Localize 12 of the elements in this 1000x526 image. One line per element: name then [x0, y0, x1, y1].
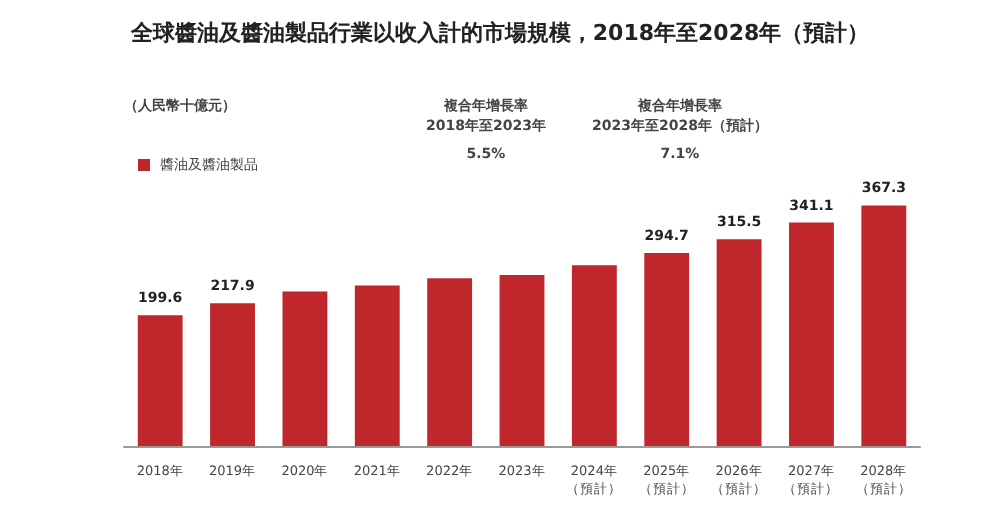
bar: [499, 275, 545, 446]
bar: [427, 278, 473, 446]
bar: [716, 239, 762, 446]
chart-title: 全球醬油及醬油製品行業以收入計的市場規模，2018年至2028年（預計）: [128, 20, 870, 46]
bar: [861, 205, 907, 446]
bar: [789, 222, 834, 446]
bar: [644, 252, 690, 446]
bar: [282, 291, 328, 446]
bar: [137, 315, 183, 446]
bar: [354, 285, 400, 446]
bar: [210, 303, 255, 446]
bar: [571, 265, 617, 446]
